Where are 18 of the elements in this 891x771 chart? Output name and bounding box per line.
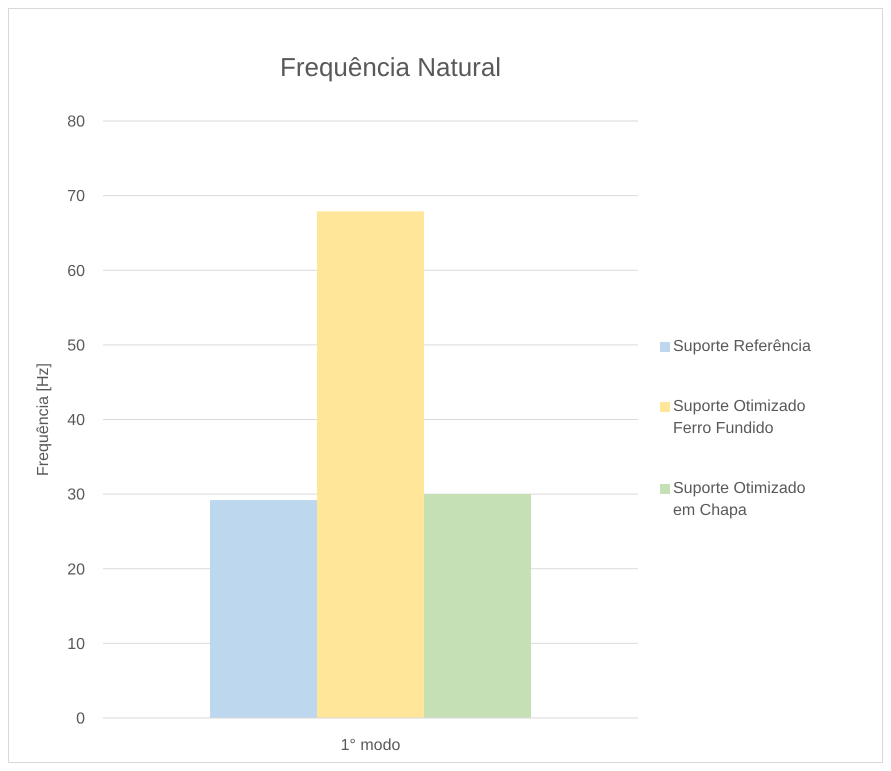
bar	[317, 211, 424, 718]
y-axis-title: Frequência [Hz]	[35, 363, 52, 476]
y-tick-label: 60	[67, 262, 86, 280]
legend-label: Suporte Otimizado Ferro Fundido	[673, 398, 806, 437]
y-tick-label: 80	[67, 114, 86, 131]
legend-label: Suporte Otimizado em Chapa	[673, 480, 806, 519]
y-tick-label: 0	[76, 710, 86, 728]
y-tick-label: 70	[67, 188, 86, 206]
y-tick-label: 30	[67, 486, 86, 504]
legend-label: Suporte Referência	[673, 338, 811, 355]
y-tick-label: 20	[67, 561, 86, 578]
y-tick-label: 50	[67, 337, 86, 354]
bar	[424, 494, 531, 718]
bar	[210, 500, 317, 718]
y-tick-label: 10	[67, 636, 86, 653]
x-tick-label: 1° modo	[340, 737, 400, 754]
y-tick-label: 40	[67, 412, 86, 430]
chart-title: Frequência Natural	[280, 52, 502, 82]
